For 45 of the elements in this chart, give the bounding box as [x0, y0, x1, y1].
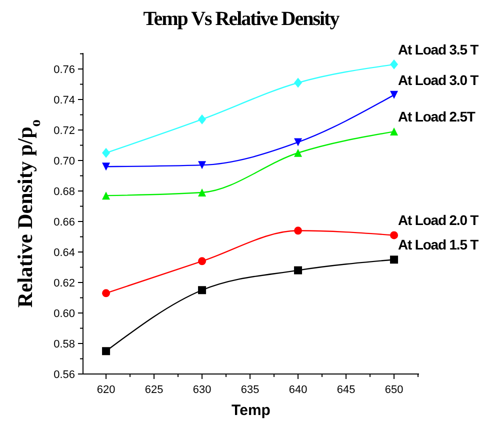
y-tick-label: 0.74	[54, 94, 75, 107]
point	[102, 148, 110, 158]
point	[294, 78, 302, 88]
chart-title: Temp Vs Relative Density	[143, 8, 340, 30]
point	[294, 266, 302, 274]
x-axis-title: Temp	[232, 402, 270, 419]
y-tick-label: 0.56	[54, 369, 75, 381]
point	[198, 257, 206, 266]
x-tick-label: 650	[384, 384, 404, 396]
series-label: At Load 2.5T	[398, 108, 476, 125]
y-tick-label: 0.76	[54, 64, 75, 76]
x-tick-label: 645	[336, 384, 356, 396]
point	[198, 114, 206, 124]
series-label: At Load 3.0 T	[398, 72, 480, 88]
point	[390, 128, 398, 136]
point	[102, 192, 110, 200]
x-tick-label: 640	[288, 384, 308, 396]
y-tick-label: 0.66	[54, 216, 75, 229]
point	[198, 161, 206, 170]
y-tick-label: 0.68	[54, 186, 75, 198]
point	[102, 347, 110, 356]
point	[294, 148, 302, 157]
point	[198, 286, 206, 294]
y-tick-label: 0.60	[54, 308, 75, 320]
y-tick-label: 0.64	[54, 247, 75, 260]
x-tick-label: 625	[144, 384, 164, 396]
series-label: At Load 2.0 T	[398, 212, 480, 228]
point	[390, 231, 398, 240]
x-tick-label: 620	[96, 384, 116, 396]
y-tick-label: 0.58	[54, 338, 75, 350]
series-label: At Load 1.5 T	[398, 236, 480, 253]
y-tick-label: 0.62	[54, 278, 75, 290]
point	[102, 162, 110, 171]
point	[294, 226, 302, 235]
point	[294, 138, 302, 146]
x-tick-label: 630	[192, 384, 212, 396]
point	[390, 59, 398, 70]
point	[198, 188, 206, 197]
y-tick-label: 0.70	[54, 156, 75, 168]
y-tick-label: 0.72	[54, 125, 75, 138]
series-label: At Load 3.5 T	[398, 41, 480, 58]
point	[390, 256, 398, 264]
point	[390, 90, 398, 99]
x-tick-label: 635	[240, 384, 260, 396]
point	[102, 289, 110, 298]
